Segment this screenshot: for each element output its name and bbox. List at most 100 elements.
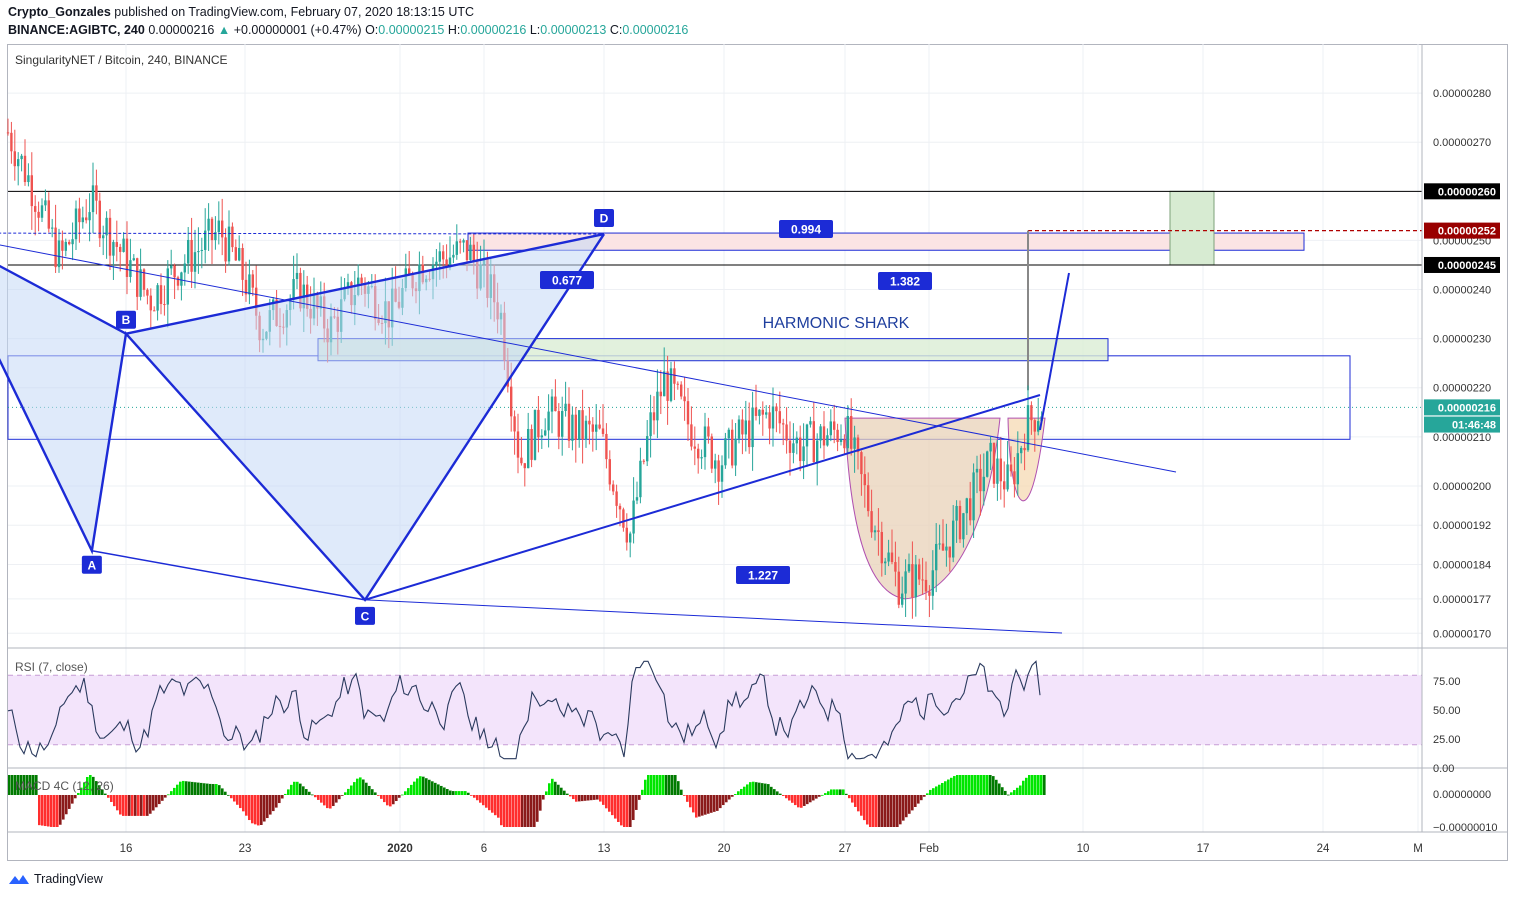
candle-body xyxy=(958,505,962,540)
pattern-xd xyxy=(0,232,605,235)
macd-bar xyxy=(17,775,20,795)
candle xyxy=(187,227,190,274)
candle xyxy=(673,361,676,401)
macd-bar xyxy=(416,778,419,795)
macd-bar xyxy=(626,795,629,827)
candle-body xyxy=(567,403,571,441)
change-triangle-icon: ▲ xyxy=(217,23,231,37)
candle xyxy=(853,425,856,473)
candle xyxy=(812,401,815,463)
macd-bar xyxy=(215,784,218,795)
candle xyxy=(850,398,853,456)
candle xyxy=(771,387,775,447)
low-value: 0.00000213 xyxy=(540,23,607,37)
macd-bar xyxy=(788,795,791,801)
macd-bar xyxy=(554,781,557,795)
macd-bar xyxy=(305,789,308,795)
macd-bar xyxy=(875,795,878,827)
candle xyxy=(924,561,928,601)
candle xyxy=(958,500,962,544)
candle-body xyxy=(112,242,115,256)
candle xyxy=(751,391,754,471)
macd-bar xyxy=(353,782,356,795)
candle xyxy=(601,404,605,437)
x-tick-label: 6 xyxy=(481,843,487,855)
candle xyxy=(890,529,894,565)
macd-bar xyxy=(914,795,917,807)
y-tick-label: 0.00000240 xyxy=(1433,285,1491,297)
macd-bar xyxy=(995,779,998,795)
macd-bar xyxy=(518,795,521,827)
candle-body xyxy=(904,571,907,594)
macd-bar xyxy=(800,795,803,808)
candle-body xyxy=(870,511,873,533)
ratio-badge xyxy=(736,566,790,584)
candle-body xyxy=(193,252,197,272)
candle-body xyxy=(707,426,710,437)
candle-body xyxy=(227,226,231,262)
macd-bar xyxy=(530,795,533,827)
macd-bar xyxy=(590,795,593,801)
candle-body xyxy=(234,247,237,261)
candle xyxy=(989,436,992,470)
ratio-label: 1.382 xyxy=(890,275,920,289)
publish-info: published on TradingView.com, February 0… xyxy=(114,5,475,19)
macd-tick: −0.00000010 xyxy=(1433,822,1498,834)
price-change: +0.00000001 (+0.47%) xyxy=(233,23,362,37)
candle xyxy=(238,235,241,262)
point-badge xyxy=(81,555,102,574)
candle-body xyxy=(68,241,71,245)
candle-body xyxy=(799,437,802,462)
macd-bar xyxy=(983,775,986,795)
macd-bar xyxy=(32,775,35,795)
candle-body xyxy=(843,439,846,449)
y-tick-label: 0.00000210 xyxy=(1433,432,1491,444)
macd-bar xyxy=(773,789,776,795)
macd-bar xyxy=(941,782,944,795)
candle xyxy=(758,409,761,425)
macd-bar xyxy=(722,795,725,806)
candle xyxy=(85,199,88,224)
candle xyxy=(952,505,955,563)
candle-body xyxy=(1033,420,1036,432)
candle xyxy=(34,195,37,236)
candle-body xyxy=(554,396,557,412)
candle-body xyxy=(608,459,611,485)
candle-body xyxy=(775,406,778,412)
macd-bar xyxy=(230,795,233,799)
candle-body xyxy=(360,277,363,284)
candle xyxy=(224,228,227,273)
candle-body xyxy=(1026,405,1030,451)
y-tick-label: 0.00000230 xyxy=(1433,334,1491,346)
macd-bar xyxy=(311,794,314,796)
candle-body xyxy=(20,155,23,160)
macd-bar xyxy=(389,795,392,807)
macd-bar xyxy=(794,795,797,806)
macd-bar xyxy=(293,781,296,795)
candle-body xyxy=(901,593,904,605)
macd-bar xyxy=(827,791,830,795)
macd-bar xyxy=(611,795,614,816)
candle-body xyxy=(295,272,299,280)
macd-bar xyxy=(419,776,422,795)
candle-body xyxy=(720,465,724,482)
macd-bar xyxy=(221,788,224,795)
candle xyxy=(119,243,122,272)
macd-bar xyxy=(668,775,671,795)
pattern-xb xyxy=(0,264,127,335)
candle xyxy=(700,449,703,469)
candle-body xyxy=(156,285,159,311)
author-name[interactable]: Crypto_Gonzales xyxy=(8,5,111,19)
candle-body xyxy=(819,426,822,441)
candle xyxy=(754,384,758,421)
candle xyxy=(622,507,625,532)
macd-bar xyxy=(962,775,965,795)
pattern-triangle-xab xyxy=(0,266,126,551)
macd-bar xyxy=(581,795,584,802)
pane-title: SingularityNET / Bitcoin, 240, BINANCE xyxy=(15,53,228,67)
macd-bar xyxy=(50,795,53,827)
macd-bar xyxy=(110,795,113,802)
tradingview-brand[interactable]: TradingView xyxy=(8,872,103,886)
macd-bar xyxy=(1040,775,1043,795)
